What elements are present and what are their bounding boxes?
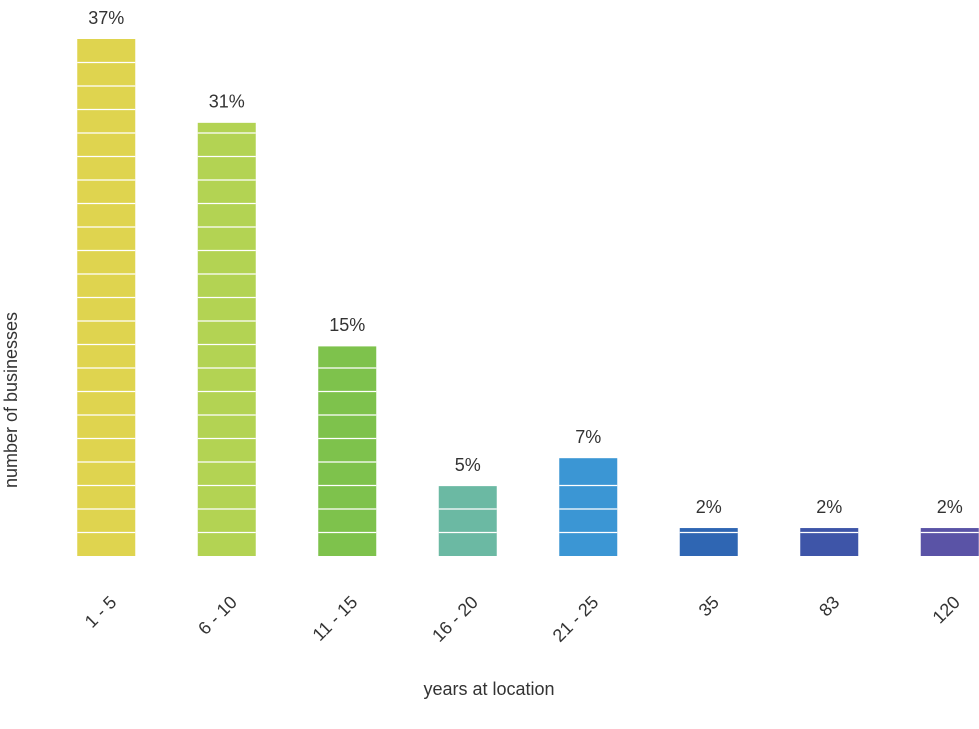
- value-label: 15%: [329, 315, 365, 335]
- value-label: 2%: [816, 497, 842, 517]
- value-label: 7%: [575, 427, 601, 447]
- value-label: 2%: [937, 497, 963, 517]
- bar: [318, 346, 377, 556]
- x-tick-label: 35: [695, 592, 723, 620]
- x-tick-label: 11 - 15: [309, 592, 362, 645]
- y-axis-label: number of businesses: [1, 312, 21, 488]
- value-label: 37%: [88, 8, 124, 28]
- x-tick-label: 1 - 5: [81, 592, 121, 632]
- value-label: 31%: [209, 92, 245, 112]
- value-label: 2%: [696, 497, 722, 517]
- x-tick-label: 21 - 25: [549, 592, 603, 646]
- x-tick-label: 83: [815, 592, 843, 620]
- x-tick-label: 16 - 20: [428, 592, 482, 646]
- x-axis-label: years at location: [423, 679, 554, 699]
- bar: [438, 486, 497, 556]
- value-label: 5%: [455, 455, 481, 475]
- x-tick-label: 120: [929, 592, 964, 627]
- bar: [559, 458, 618, 556]
- x-tick-label: 6 - 10: [194, 592, 241, 639]
- bar: [197, 122, 256, 557]
